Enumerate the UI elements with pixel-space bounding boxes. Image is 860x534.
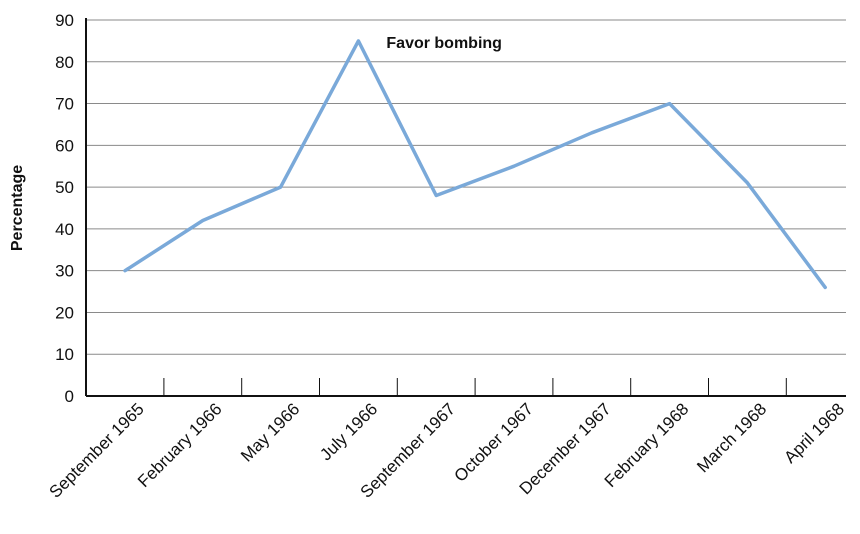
x-tick-label: October 1967: [451, 399, 537, 485]
y-tick-label-40: 40: [55, 220, 74, 239]
y-tick-label-90: 90: [55, 11, 74, 30]
annotation-favor-bombing: Favor bombing: [386, 35, 502, 52]
y-tick-label-70: 70: [55, 95, 74, 114]
x-tick-label: April 1968: [780, 399, 848, 467]
x-tick-label: February 1968: [601, 399, 693, 491]
axes: [85, 18, 846, 397]
x-tick-label: July 1966: [316, 399, 381, 464]
x-tick-label: March 1968: [693, 399, 770, 476]
y-tick-label-80: 80: [55, 53, 74, 72]
y-tick-labels: 0 10 20 30 40 50 60 70 80 90: [55, 11, 74, 406]
y-tick-label-10: 10: [55, 345, 74, 364]
y-tick-label-0: 0: [65, 387, 74, 406]
grid-lines: [86, 19, 846, 355]
series-lines: [123, 39, 827, 290]
y-tick-label-30: 30: [55, 262, 74, 281]
x-tick-label: May 1966: [237, 399, 303, 465]
y-tick-label-60: 60: [55, 136, 74, 155]
y-tick-label-20: 20: [55, 303, 74, 322]
x-tick-label: February 1966: [134, 399, 226, 491]
series-line-0: [123, 39, 827, 290]
x-tick-label: September 1965: [46, 399, 148, 501]
y-tick-label-50: 50: [55, 178, 74, 197]
y-axis-title: Percentage: [9, 165, 26, 251]
